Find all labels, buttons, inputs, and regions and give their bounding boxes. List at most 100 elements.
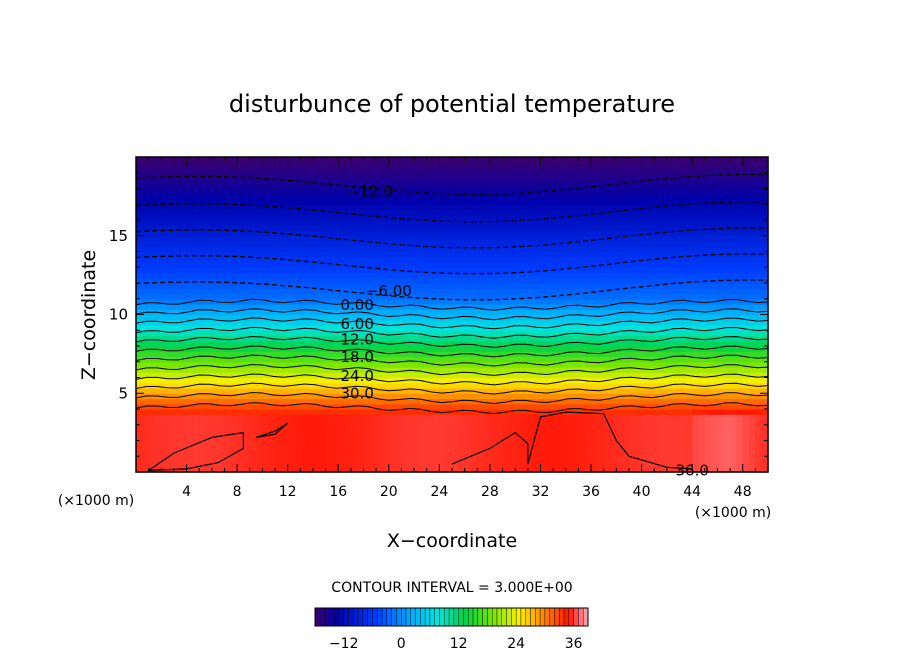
field-cell <box>660 256 668 263</box>
field-cell <box>477 435 485 442</box>
field-cell <box>502 325 510 331</box>
field-cell <box>186 246 194 253</box>
field-cell <box>628 340 636 347</box>
field-cell <box>445 466 453 473</box>
field-cell <box>755 246 763 253</box>
field-cell <box>167 267 175 274</box>
field-cell <box>173 335 181 342</box>
field-cell <box>458 262 466 268</box>
field-cell <box>591 309 598 316</box>
field-cell <box>578 230 586 237</box>
field-cell <box>452 298 459 305</box>
field-cell <box>433 382 440 389</box>
field-cell <box>458 430 466 436</box>
field-cell <box>439 246 447 253</box>
field-cell <box>300 388 308 394</box>
field-cell <box>281 451 289 457</box>
field-cell <box>647 361 655 368</box>
field-cell <box>357 314 365 321</box>
field-cell <box>477 440 485 447</box>
field-cell <box>502 367 510 373</box>
field-cell <box>660 214 668 221</box>
field-cell <box>287 309 295 316</box>
field-cell <box>666 225 674 232</box>
field-cell <box>401 445 409 452</box>
field-cell <box>565 241 573 247</box>
field-cell <box>180 340 188 347</box>
field-cell <box>749 267 756 274</box>
field-cell <box>414 256 421 263</box>
field-cell <box>477 288 485 295</box>
field-cell <box>723 214 731 221</box>
field-cell <box>540 419 548 426</box>
field-cell <box>673 456 681 463</box>
field-cell <box>565 262 573 268</box>
field-cell <box>673 435 681 442</box>
field-cell <box>281 361 289 368</box>
field-cell <box>527 461 535 468</box>
field-cell <box>186 319 194 326</box>
field-cell <box>420 214 428 221</box>
field-cell <box>742 435 750 442</box>
field-cell <box>136 225 143 232</box>
field-cell <box>641 272 649 279</box>
field-cell <box>698 272 706 279</box>
field-cell <box>458 440 466 447</box>
field-cell <box>730 283 737 289</box>
field-cell <box>281 293 289 300</box>
field-cell <box>496 235 504 242</box>
field-cell <box>376 409 384 415</box>
field-cell <box>685 220 693 226</box>
field-cell <box>565 451 573 457</box>
field-cell <box>319 382 327 389</box>
field-cell <box>306 361 314 368</box>
field-cell <box>161 209 169 216</box>
field-cell <box>192 367 200 373</box>
field-cell <box>136 456 143 463</box>
field-cell <box>654 367 662 373</box>
field-cell <box>534 372 542 379</box>
field-cell <box>224 267 232 274</box>
field-cell <box>534 225 542 232</box>
field-cell <box>698 293 706 300</box>
field-cell <box>338 372 346 379</box>
field-cell <box>154 372 162 379</box>
field-cell <box>578 220 586 226</box>
field-cell <box>154 451 162 457</box>
field-cell <box>161 388 169 394</box>
field-cell <box>736 403 744 410</box>
field-cell <box>230 277 238 284</box>
field-cell <box>483 403 491 410</box>
field-cell <box>572 466 579 473</box>
field-cell <box>717 382 725 389</box>
field-cell <box>218 430 226 436</box>
field-cell <box>527 225 535 232</box>
field-cell <box>502 382 510 389</box>
field-cell <box>186 209 194 216</box>
field-cell <box>477 262 485 268</box>
field-cell <box>142 403 150 410</box>
field-cell <box>243 293 251 300</box>
field-cell <box>489 256 497 263</box>
field-cell <box>616 361 624 368</box>
field-cell <box>142 241 150 247</box>
field-cell <box>369 346 377 352</box>
field-cell <box>275 267 282 274</box>
field-cell <box>698 314 706 321</box>
field-cell <box>148 435 156 442</box>
field-cell <box>249 235 257 242</box>
field-cell <box>439 440 447 447</box>
field-cell <box>483 440 491 447</box>
field-cell <box>483 288 491 295</box>
field-cell <box>281 340 289 347</box>
field-cell <box>300 314 308 321</box>
field-cell <box>452 440 459 447</box>
field-cell <box>584 225 592 232</box>
field-cell <box>521 382 529 389</box>
field-cell <box>628 330 636 337</box>
field-cell <box>546 225 554 232</box>
field-cell <box>262 403 270 410</box>
field-cell <box>527 466 535 473</box>
field-cell <box>515 340 523 347</box>
field-cell <box>698 330 706 337</box>
